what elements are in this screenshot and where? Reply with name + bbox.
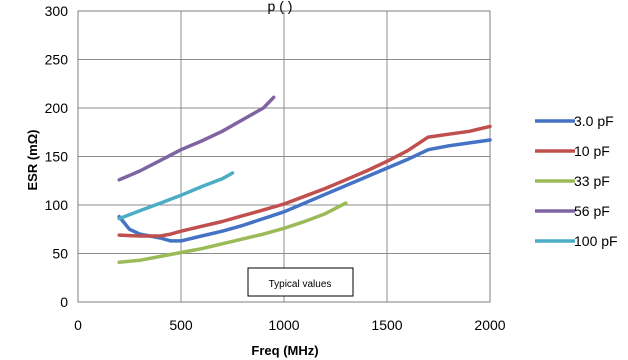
legend: 3.0 pF 10 pF 33 pF 56 pF 100 pF bbox=[535, 113, 618, 249]
series-line-100-pf bbox=[117, 171, 235, 221]
y-tick-label: 150 bbox=[45, 149, 69, 165]
legend-label-100-pf: 100 pF bbox=[574, 233, 618, 249]
y-tick-label: 100 bbox=[45, 197, 69, 213]
plot-area bbox=[77, 10, 491, 303]
x-axis-label: Freq (MHz) bbox=[251, 343, 318, 358]
y-tick-label: 300 bbox=[45, 3, 69, 19]
typical-values-box: Typical values bbox=[247, 267, 354, 297]
annotation-text: Typical values bbox=[269, 279, 332, 290]
x-tick-label: 2000 bbox=[474, 317, 505, 333]
x-tick-label: 1000 bbox=[268, 317, 299, 333]
y-tick-label: 50 bbox=[52, 246, 68, 262]
y-tick-label: 200 bbox=[45, 100, 69, 116]
legend-label-10-pf: 10 pF bbox=[574, 143, 610, 159]
x-tick-label: 1500 bbox=[371, 317, 402, 333]
tick-labels: 0 50 100 150 200 250 300 0 500 1000 1500 2000 bbox=[45, 3, 506, 333]
series-line-3-0-pf bbox=[117, 138, 492, 243]
legend-label-3-0-pf: 3.0 pF bbox=[574, 113, 614, 129]
series-line-33-pf bbox=[117, 201, 348, 264]
grid-lines bbox=[77, 10, 491, 303]
series-lines bbox=[117, 95, 492, 264]
y-tick-label: 250 bbox=[45, 52, 69, 68]
legend-label-56-pf: 56 pF bbox=[574, 203, 610, 219]
x-tick-label: 0 bbox=[74, 317, 82, 333]
chart-title-fragment: p ( ) bbox=[268, 0, 293, 14]
y-tick-label: 0 bbox=[60, 294, 68, 310]
series-line-56-pf bbox=[117, 95, 276, 182]
y-axis-label: ESR (mΩ) bbox=[25, 130, 40, 191]
legend-label-33-pf: 33 pF bbox=[574, 173, 610, 189]
x-tick-label: 500 bbox=[169, 317, 193, 333]
series-line-10-pf bbox=[117, 124, 492, 238]
